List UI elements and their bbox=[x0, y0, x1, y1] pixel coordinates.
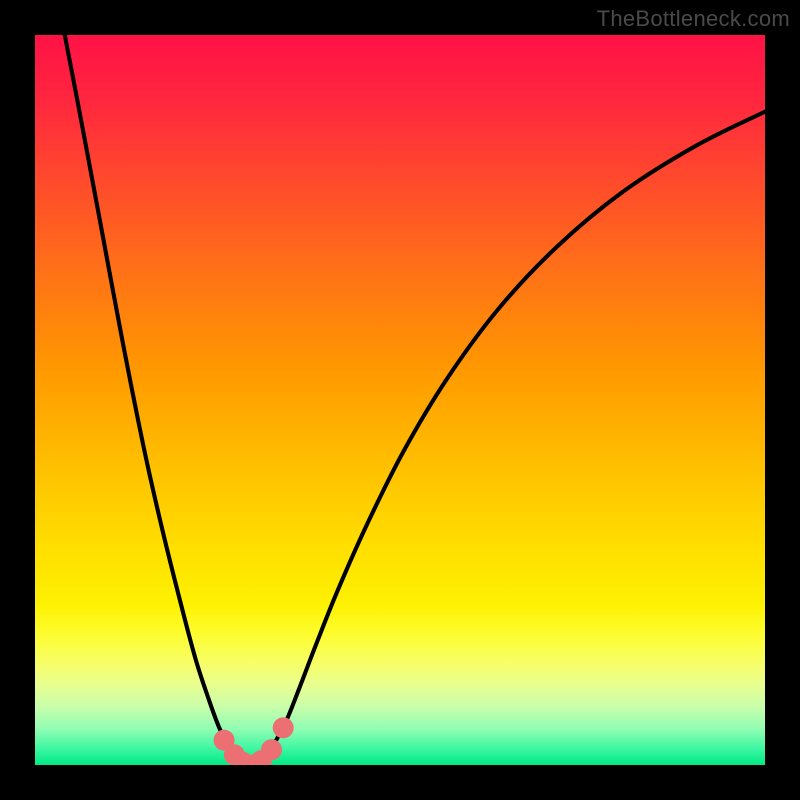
curve-marker bbox=[273, 717, 294, 738]
plot-area bbox=[35, 35, 765, 765]
curve-layer bbox=[35, 35, 765, 765]
watermark-text: TheBottleneck.com bbox=[597, 6, 790, 32]
curve-marker bbox=[261, 739, 282, 760]
chart-root: TheBottleneck.com bbox=[0, 0, 800, 800]
bottleneck-curve bbox=[61, 35, 765, 765]
